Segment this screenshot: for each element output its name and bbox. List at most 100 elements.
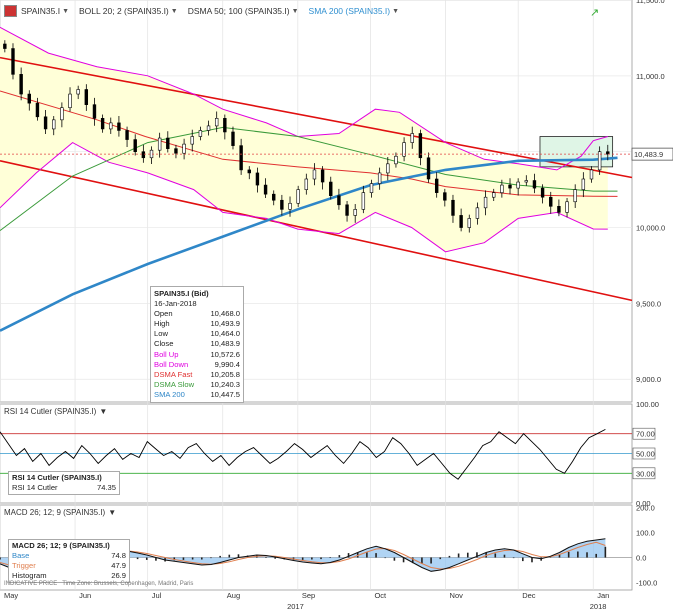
rsi-tick-box bbox=[632, 427, 656, 440]
last-price-tag bbox=[631, 147, 673, 161]
candle-body bbox=[3, 43, 7, 49]
boll-indicator-selector[interactable]: BOLL 20; 2 (SPAIN35.I) ▼ bbox=[79, 6, 178, 16]
macd-histogram-bar bbox=[402, 557, 405, 563]
macd-histogram-bar bbox=[586, 552, 588, 558]
candle-body bbox=[182, 143, 186, 154]
macd-legend-value: 47.9 bbox=[111, 561, 126, 570]
macd-panel-title[interactable]: MACD 26; 12; 9 (SPAIN35.I) ▼ bbox=[4, 508, 116, 517]
candle-body bbox=[304, 178, 309, 190]
time-axis-month-label: Oct bbox=[374, 591, 387, 600]
macd-histogram-bar bbox=[421, 557, 423, 564]
footer-timezone: Time Zone: Brussels, Copenhagen, Madrid,… bbox=[62, 581, 194, 587]
candle-body bbox=[263, 184, 268, 195]
macd-legend-label: Base bbox=[12, 551, 30, 560]
dsma-indicator-selector[interactable]: DSMA 50; 100 (SPAIN35.I) ▼ bbox=[188, 6, 299, 16]
candle-body bbox=[35, 102, 40, 118]
candle-body bbox=[377, 172, 382, 184]
rsi-legend-value: 74.35 bbox=[96, 483, 116, 492]
candle-body bbox=[492, 192, 496, 198]
candle-body bbox=[52, 119, 56, 130]
candle-body bbox=[60, 107, 64, 121]
dsma-indicator-label: DSMA 50; 100 (SPAIN35.I) bbox=[187, 6, 290, 16]
macd-legend-value: 74.8 bbox=[111, 551, 126, 560]
macd-legend-rows: Base 74.8 Trigger 47.9 Histogram 26.9 bbox=[12, 551, 126, 581]
candle-body bbox=[125, 130, 129, 140]
symbol-selector[interactable]: SPAIN35.I ▼ bbox=[21, 6, 69, 16]
candle-body bbox=[345, 204, 349, 216]
candle-body bbox=[68, 93, 72, 109]
time-axis-month-label: May bbox=[4, 591, 18, 600]
candle-body bbox=[174, 148, 178, 154]
candle-body bbox=[353, 209, 357, 216]
macd-histogram-bar bbox=[476, 552, 478, 558]
macd-histogram-bar bbox=[522, 557, 524, 562]
bollinger-band-fill bbox=[0, 27, 608, 252]
candle-body bbox=[606, 151, 610, 155]
price-axis-tick-label: 11,500.0 bbox=[636, 0, 665, 5]
candle-body bbox=[418, 133, 423, 159]
macd-histogram-bar bbox=[228, 554, 231, 558]
macd-histogram-bar bbox=[466, 552, 469, 558]
time-axis-month-label: Aug bbox=[227, 591, 240, 600]
candle-body bbox=[272, 193, 276, 201]
rsi-legend-label: RSI 14 Cutler bbox=[12, 483, 58, 492]
candle-body bbox=[524, 180, 529, 183]
sma-indicator-label: SMA 200 (SPAIN35.I) bbox=[308, 6, 391, 16]
rsi-line bbox=[0, 429, 606, 480]
price-info-box: SPAIN35.I (Bid) 16-Jan-2018 Open 10,468.0… bbox=[150, 286, 244, 404]
macd-axis-tick-label: -100.0 bbox=[636, 579, 657, 588]
candle-body bbox=[459, 215, 463, 228]
macd-histogram-bar bbox=[384, 557, 387, 559]
candle-body bbox=[329, 181, 333, 196]
trend-arrow-icon[interactable]: ↗ bbox=[590, 7, 600, 19]
macd-axis-tick-label: 100.0 bbox=[636, 529, 655, 538]
info-box-row: Low 10,464.0 bbox=[154, 329, 240, 339]
candle-body bbox=[443, 192, 447, 201]
candle-body bbox=[540, 187, 545, 198]
macd-histogram-bar bbox=[182, 557, 185, 560]
macd-histogram-bar bbox=[577, 551, 579, 558]
macd-axis-tick-label: 0.0 bbox=[636, 554, 646, 563]
time-axis-month-label: Jan bbox=[597, 591, 609, 600]
rsi-panel-title[interactable]: RSI 14 Cutler (SPAIN35.I) ▼ bbox=[4, 407, 107, 416]
chevron-down-icon: ▼ bbox=[392, 7, 400, 15]
price-axis-tick-label: 9,000.0 bbox=[636, 375, 661, 384]
candle-body bbox=[337, 195, 341, 206]
macd-histogram-bar bbox=[136, 557, 139, 560]
sma-indicator-selector[interactable]: SMA 200 (SPAIN35.I) ▼ bbox=[309, 6, 400, 16]
candle-body bbox=[557, 206, 561, 213]
macd-histogram-bar bbox=[366, 552, 368, 558]
candle-body bbox=[549, 196, 553, 207]
chevron-down-icon: ▼ bbox=[99, 407, 108, 416]
macd-histogram-bar bbox=[219, 555, 221, 558]
info-box-row-label: SMA 200 bbox=[154, 389, 185, 399]
info-box-row-label: Close bbox=[154, 339, 174, 349]
symbol-label: SPAIN35.I bbox=[21, 6, 61, 16]
macd-histogram-bar bbox=[595, 553, 597, 558]
rsi-axis-tick-label: 50.00 bbox=[636, 450, 655, 459]
chart-type-icon[interactable] bbox=[4, 5, 17, 17]
time-axis-month-label: Jun bbox=[79, 591, 91, 600]
time-axis-month-label: Nov bbox=[450, 591, 464, 600]
candle-body bbox=[581, 178, 586, 190]
chevron-down-icon: ▼ bbox=[62, 7, 69, 15]
candle-body bbox=[198, 130, 203, 137]
price-axis-tick-label: 9,500.0 bbox=[636, 299, 661, 308]
macd-legend-row: Histogram 26.9 bbox=[12, 571, 126, 581]
candle-body bbox=[597, 151, 602, 171]
info-box-row-value: 10,468.0 bbox=[210, 309, 240, 319]
info-box-row: Open 10,468.0 bbox=[154, 309, 240, 319]
info-box-row: High 10,493.9 bbox=[154, 319, 240, 329]
channel-upper-line bbox=[0, 56, 633, 179]
candle-body bbox=[475, 207, 480, 219]
info-box-row-value: 9,990.4 bbox=[214, 359, 240, 369]
info-box-row-label: DSMA Fast bbox=[154, 369, 193, 379]
rsi-tick-box bbox=[632, 447, 656, 460]
candle-body bbox=[296, 189, 300, 204]
rsi-tick-box bbox=[632, 467, 656, 480]
rsi-axis-tick-label: 70.00 bbox=[636, 430, 655, 439]
boll-down-line bbox=[0, 141, 608, 253]
macd-histogram-bar bbox=[347, 553, 350, 558]
macd-histogram-bar bbox=[448, 555, 451, 558]
